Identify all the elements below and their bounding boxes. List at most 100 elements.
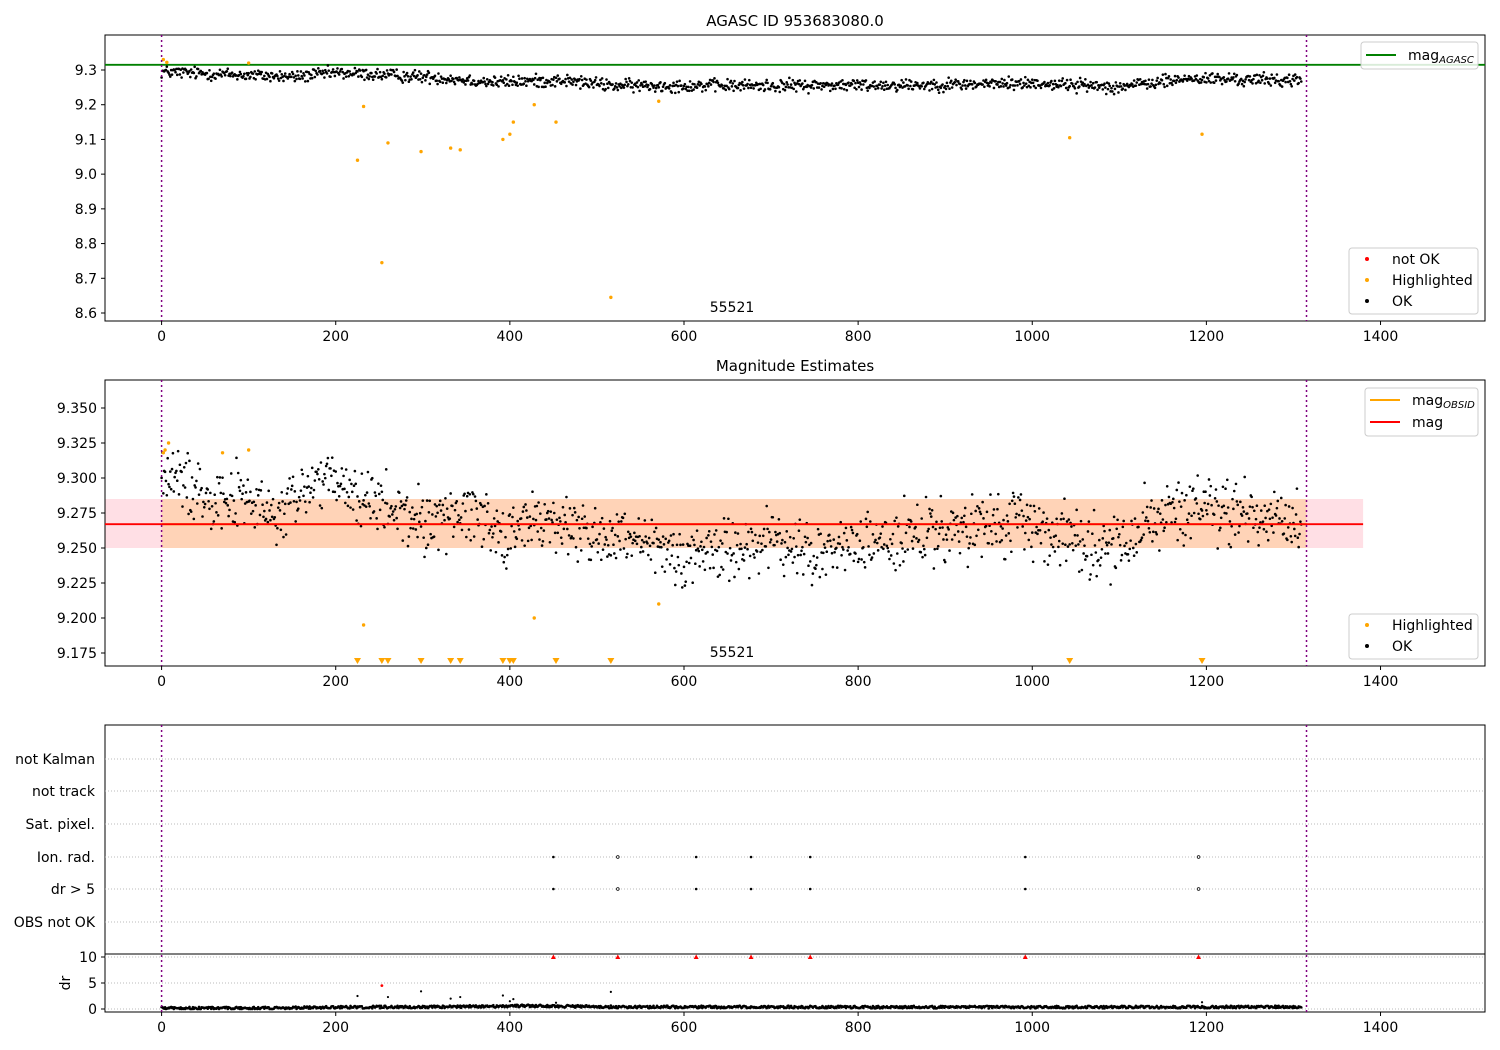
ok-point: [729, 79, 733, 83]
ok-point: [485, 84, 488, 88]
ok-point: [263, 74, 266, 78]
ok-point: [787, 553, 790, 557]
highlighted-point: [458, 148, 462, 152]
ok-point: [169, 487, 173, 491]
ok-point: [230, 71, 234, 74]
ok-point: [1258, 74, 1261, 77]
ok-point: [377, 482, 380, 485]
ok-point: [984, 78, 988, 82]
ok-point: [1125, 82, 1129, 86]
ok-point: [388, 515, 392, 518]
ok-point: [1263, 82, 1267, 85]
y-tick-label: 9.300: [57, 471, 97, 487]
ok-point: [516, 519, 519, 523]
ok-point: [857, 557, 861, 561]
ok-point: [1111, 537, 1115, 540]
flag-label: Sat. pixel.: [26, 817, 95, 833]
ok-point: [922, 544, 925, 548]
ok-point: [484, 82, 487, 86]
ok-point: [1254, 517, 1258, 521]
ok-point: [303, 80, 307, 83]
ok-point: [700, 548, 704, 552]
ok-point: [449, 492, 452, 495]
ok-point: [290, 75, 293, 79]
ok-point: [936, 547, 939, 551]
ok-point: [1043, 560, 1046, 563]
ok-point: [1262, 527, 1266, 531]
ok-point: [745, 542, 748, 546]
ok-point: [411, 527, 415, 530]
ok-point: [189, 68, 193, 71]
ok-point: [707, 81, 711, 85]
highlighted-point: [246, 448, 251, 452]
ok-point: [340, 467, 344, 470]
ok-point: [957, 540, 961, 543]
ok-point: [1287, 73, 1291, 77]
ok-point: [1251, 505, 1254, 509]
legend-box: [1360, 41, 1479, 70]
ok-point: [1195, 502, 1199, 505]
ok-point: [1184, 533, 1187, 537]
ok-point: [1272, 490, 1276, 494]
ok-point: [606, 543, 610, 547]
ok-point: [841, 78, 844, 82]
ok-point: [903, 550, 907, 554]
highlighted-point: [554, 120, 558, 124]
ok-point: [487, 531, 491, 535]
ok-point: [1082, 552, 1085, 555]
ok-point: [783, 88, 787, 92]
ok-point: [554, 76, 558, 80]
ok-point: [778, 531, 782, 535]
ok-point: [419, 72, 423, 75]
ok-point: [243, 502, 247, 505]
ok-point: [270, 515, 274, 519]
ok-point: [1049, 536, 1052, 539]
ok-point: [356, 495, 359, 498]
ok-point: [945, 538, 949, 541]
ok-point: [611, 526, 614, 530]
flag-label: not track: [32, 784, 96, 800]
ok-point: [1275, 506, 1279, 510]
ok-point: [1205, 508, 1208, 512]
ok-point: [1219, 526, 1222, 530]
ok-point: [196, 462, 200, 465]
ok-point: [537, 85, 540, 89]
ok-point: [1205, 512, 1209, 516]
ok-point: [1034, 86, 1038, 90]
ok-point: [253, 526, 257, 529]
ok-point: [378, 508, 382, 512]
y-tick-label: 9.350: [57, 401, 97, 417]
legend-dot-swatch: [1365, 257, 1369, 261]
flag-point: [616, 887, 620, 891]
ok-point: [640, 538, 644, 542]
flag-label: dr > 5: [51, 882, 95, 898]
ok-point: [673, 91, 677, 95]
ok-point: [407, 535, 411, 538]
ok-point: [768, 530, 771, 534]
ok-point: [208, 507, 211, 511]
ok-point: [1293, 79, 1296, 82]
ok-point: [512, 75, 515, 79]
ok-point: [934, 527, 937, 531]
ok-point: [1059, 84, 1063, 88]
ok-point: [215, 511, 218, 514]
ok-point: [255, 487, 258, 491]
ok-point: [348, 478, 351, 482]
ok-point: [724, 550, 728, 554]
ok-point: [976, 504, 979, 508]
ok-point: [581, 504, 585, 507]
legend-label-main: mag: [1412, 415, 1443, 431]
highlighted-point: [220, 451, 225, 455]
ok-point: [918, 87, 922, 90]
ok-point: [521, 510, 525, 513]
ok-point: [698, 84, 701, 87]
ok-point: [879, 532, 883, 535]
ok-point: [329, 467, 332, 470]
ok-point: [366, 470, 370, 474]
ok-point: [987, 541, 991, 545]
ok-point: [1016, 84, 1019, 87]
ok-point: [1015, 512, 1018, 516]
ok-point: [1240, 82, 1244, 86]
legend-label: mag: [1412, 415, 1443, 431]
ok-point: [664, 537, 668, 541]
